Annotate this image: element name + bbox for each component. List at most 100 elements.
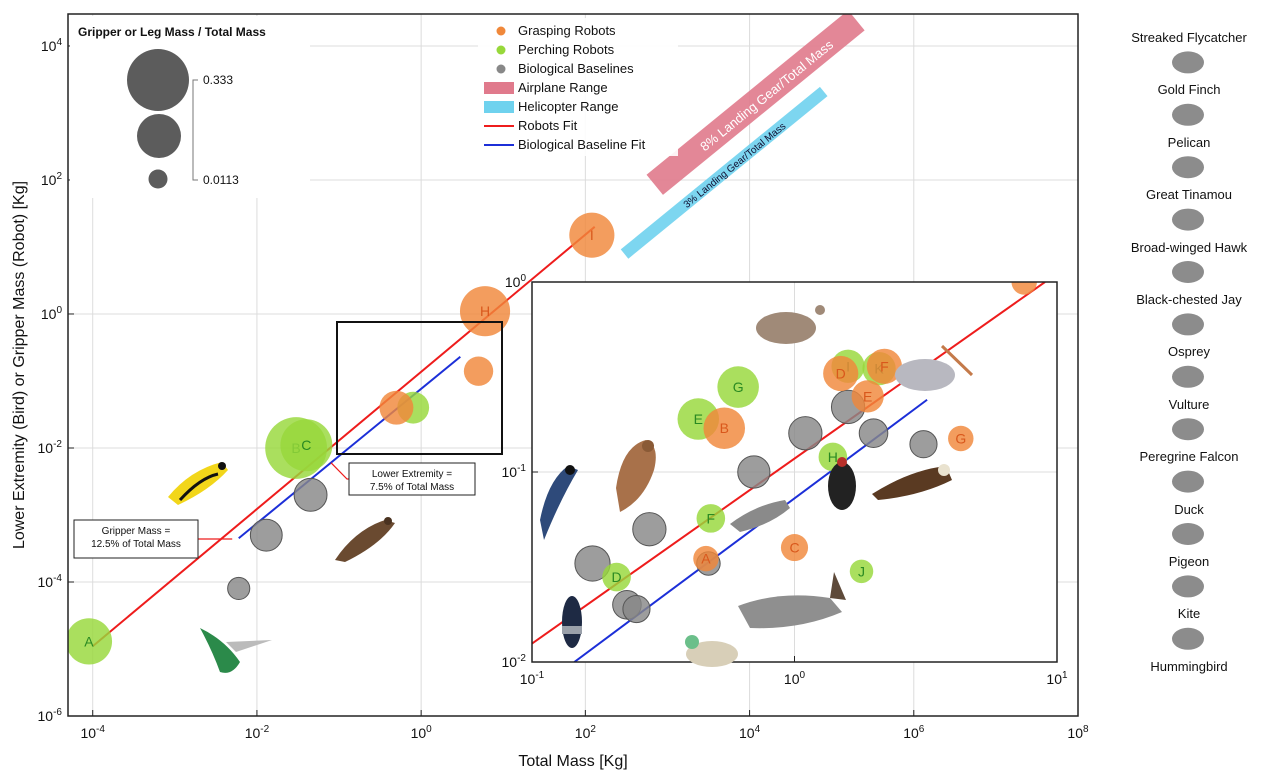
y-tick-label: 10-6 bbox=[38, 707, 63, 724]
y-tick-label: 10-2 bbox=[38, 439, 63, 456]
x-tick-label: 108 bbox=[1067, 724, 1089, 741]
x-tick-label: 10-1 bbox=[520, 670, 545, 687]
species-label: Pigeon bbox=[1168, 554, 1210, 569]
species-icon bbox=[1172, 365, 1204, 388]
data-point bbox=[569, 212, 615, 258]
flycatcher-illustration bbox=[335, 517, 395, 562]
species-label: Kite bbox=[1177, 606, 1201, 622]
legend-marker bbox=[496, 45, 506, 55]
size-legend: Gripper or Leg Mass / Total Mass 0.333 0… bbox=[70, 16, 310, 198]
annotation-text: 12.5% of Total Mass bbox=[91, 539, 181, 550]
data-point bbox=[693, 545, 719, 572]
data-point bbox=[1011, 282, 1037, 295]
x-tick-label: 102 bbox=[575, 724, 597, 741]
legend-swatch bbox=[484, 82, 514, 94]
data-point-label: H bbox=[828, 449, 838, 465]
falcon-illustration bbox=[730, 500, 790, 532]
size-legend-max-label: 0.333 bbox=[203, 73, 233, 87]
legend-label: Airplane Range bbox=[518, 80, 608, 95]
data-point bbox=[866, 348, 902, 384]
species-label: Peregrine Falcon bbox=[1139, 449, 1239, 465]
species-icon bbox=[1172, 156, 1204, 179]
size-legend-small-circle bbox=[148, 169, 168, 189]
data-point bbox=[780, 534, 809, 562]
y-tick-label: 102 bbox=[41, 171, 63, 188]
species-icon bbox=[1172, 575, 1204, 598]
legend-label: Perching Robots bbox=[518, 42, 615, 57]
data-point-label: D bbox=[836, 365, 846, 381]
main-data-points: ABCIH bbox=[68, 212, 615, 665]
data-point-label: C bbox=[789, 540, 799, 556]
data-point bbox=[280, 419, 333, 472]
osprey-illustration bbox=[872, 464, 952, 500]
legend-marker bbox=[496, 64, 506, 74]
annotation-text: Gripper Mass = bbox=[102, 526, 171, 537]
x-axis-label: Total Mass [Kg] bbox=[518, 753, 627, 770]
fit-annotations: Gripper Mass = 12.5% of Total Mass Lower E… bbox=[73, 462, 476, 559]
data-point bbox=[823, 355, 859, 392]
annotation-text: Lower Extremity = bbox=[372, 469, 452, 480]
size-legend-medium-circle bbox=[137, 114, 181, 158]
data-point-label: A bbox=[701, 551, 711, 567]
species-label: Vulture bbox=[1168, 396, 1210, 412]
species-label: Black-chested Jay bbox=[1136, 292, 1242, 307]
legend-swatch bbox=[484, 101, 514, 113]
y-tick-label: 10-4 bbox=[38, 573, 63, 590]
hawk-illustration bbox=[616, 440, 656, 512]
species-label: Gold Finch bbox=[1157, 82, 1221, 98]
data-point-label: E bbox=[863, 388, 872, 404]
range-band: 8% Landing Gear/Total Mass bbox=[646, 14, 865, 195]
data-point-label: D bbox=[612, 569, 622, 585]
annotation-leader bbox=[330, 462, 349, 480]
range-band-fill bbox=[620, 86, 828, 259]
main-plot-frame bbox=[67, 13, 1079, 717]
legend-label: Biological Baselines bbox=[518, 61, 634, 76]
size-legend-large-circle bbox=[127, 49, 189, 111]
x-tick-label: 101 bbox=[1046, 670, 1068, 687]
x-tick-label: 10-2 bbox=[245, 724, 270, 741]
data-point bbox=[632, 512, 667, 547]
data-point bbox=[858, 418, 889, 449]
species-icon bbox=[1172, 313, 1204, 336]
data-point-label: B bbox=[720, 420, 729, 436]
annotation-text: 7.5% of Total Mass bbox=[370, 482, 454, 493]
vulture-illustration bbox=[828, 457, 856, 510]
legend-label: Helicopter Range bbox=[518, 99, 618, 114]
species-label: Great Tinamou bbox=[1146, 187, 1232, 203]
species-label: Pelican bbox=[1167, 134, 1211, 150]
main-fit-lines bbox=[92, 226, 596, 647]
data-point-label: G bbox=[955, 431, 966, 447]
data-point bbox=[948, 425, 974, 452]
series-legend: Grasping Robots Perching Robots Biological… bbox=[478, 18, 678, 156]
species-icon bbox=[1172, 470, 1204, 493]
y-tick-label: 10-2 bbox=[502, 653, 527, 670]
data-point bbox=[696, 504, 726, 533]
data-point bbox=[602, 562, 631, 592]
species-icon bbox=[1172, 208, 1204, 231]
species-label: Duck bbox=[1174, 501, 1204, 517]
data-point bbox=[737, 455, 771, 489]
hummingbird-illustration bbox=[200, 628, 272, 673]
data-point-label: E bbox=[694, 411, 703, 427]
data-point bbox=[622, 594, 651, 624]
species-icon bbox=[1172, 51, 1204, 74]
legend-label: Biological Baseline Fit bbox=[518, 137, 646, 152]
y-tick-label: 100 bbox=[505, 273, 527, 290]
legend-label: Grasping Robots bbox=[518, 23, 616, 38]
data-point bbox=[717, 366, 759, 408]
data-point bbox=[909, 430, 938, 459]
pelican-illustration bbox=[895, 344, 974, 391]
species-label: Osprey bbox=[1168, 344, 1210, 360]
species-icons bbox=[1172, 51, 1204, 650]
y-tick-label: 104 bbox=[41, 37, 63, 54]
data-point bbox=[574, 545, 611, 582]
main-axis-ticks: 10-4 10-2 100 102 104 106 108 10-6 10-4 10-2 100 10… bbox=[38, 37, 1089, 741]
y-axis-label: Lower Extremity (Bird) or Gripper Mass (… bbox=[11, 181, 28, 549]
legend-marker bbox=[496, 26, 506, 36]
annotation-box bbox=[348, 462, 476, 496]
data-point bbox=[249, 518, 283, 552]
jay-illustration bbox=[540, 465, 578, 540]
data-point-label: F bbox=[707, 510, 716, 526]
data-point bbox=[463, 356, 494, 386]
